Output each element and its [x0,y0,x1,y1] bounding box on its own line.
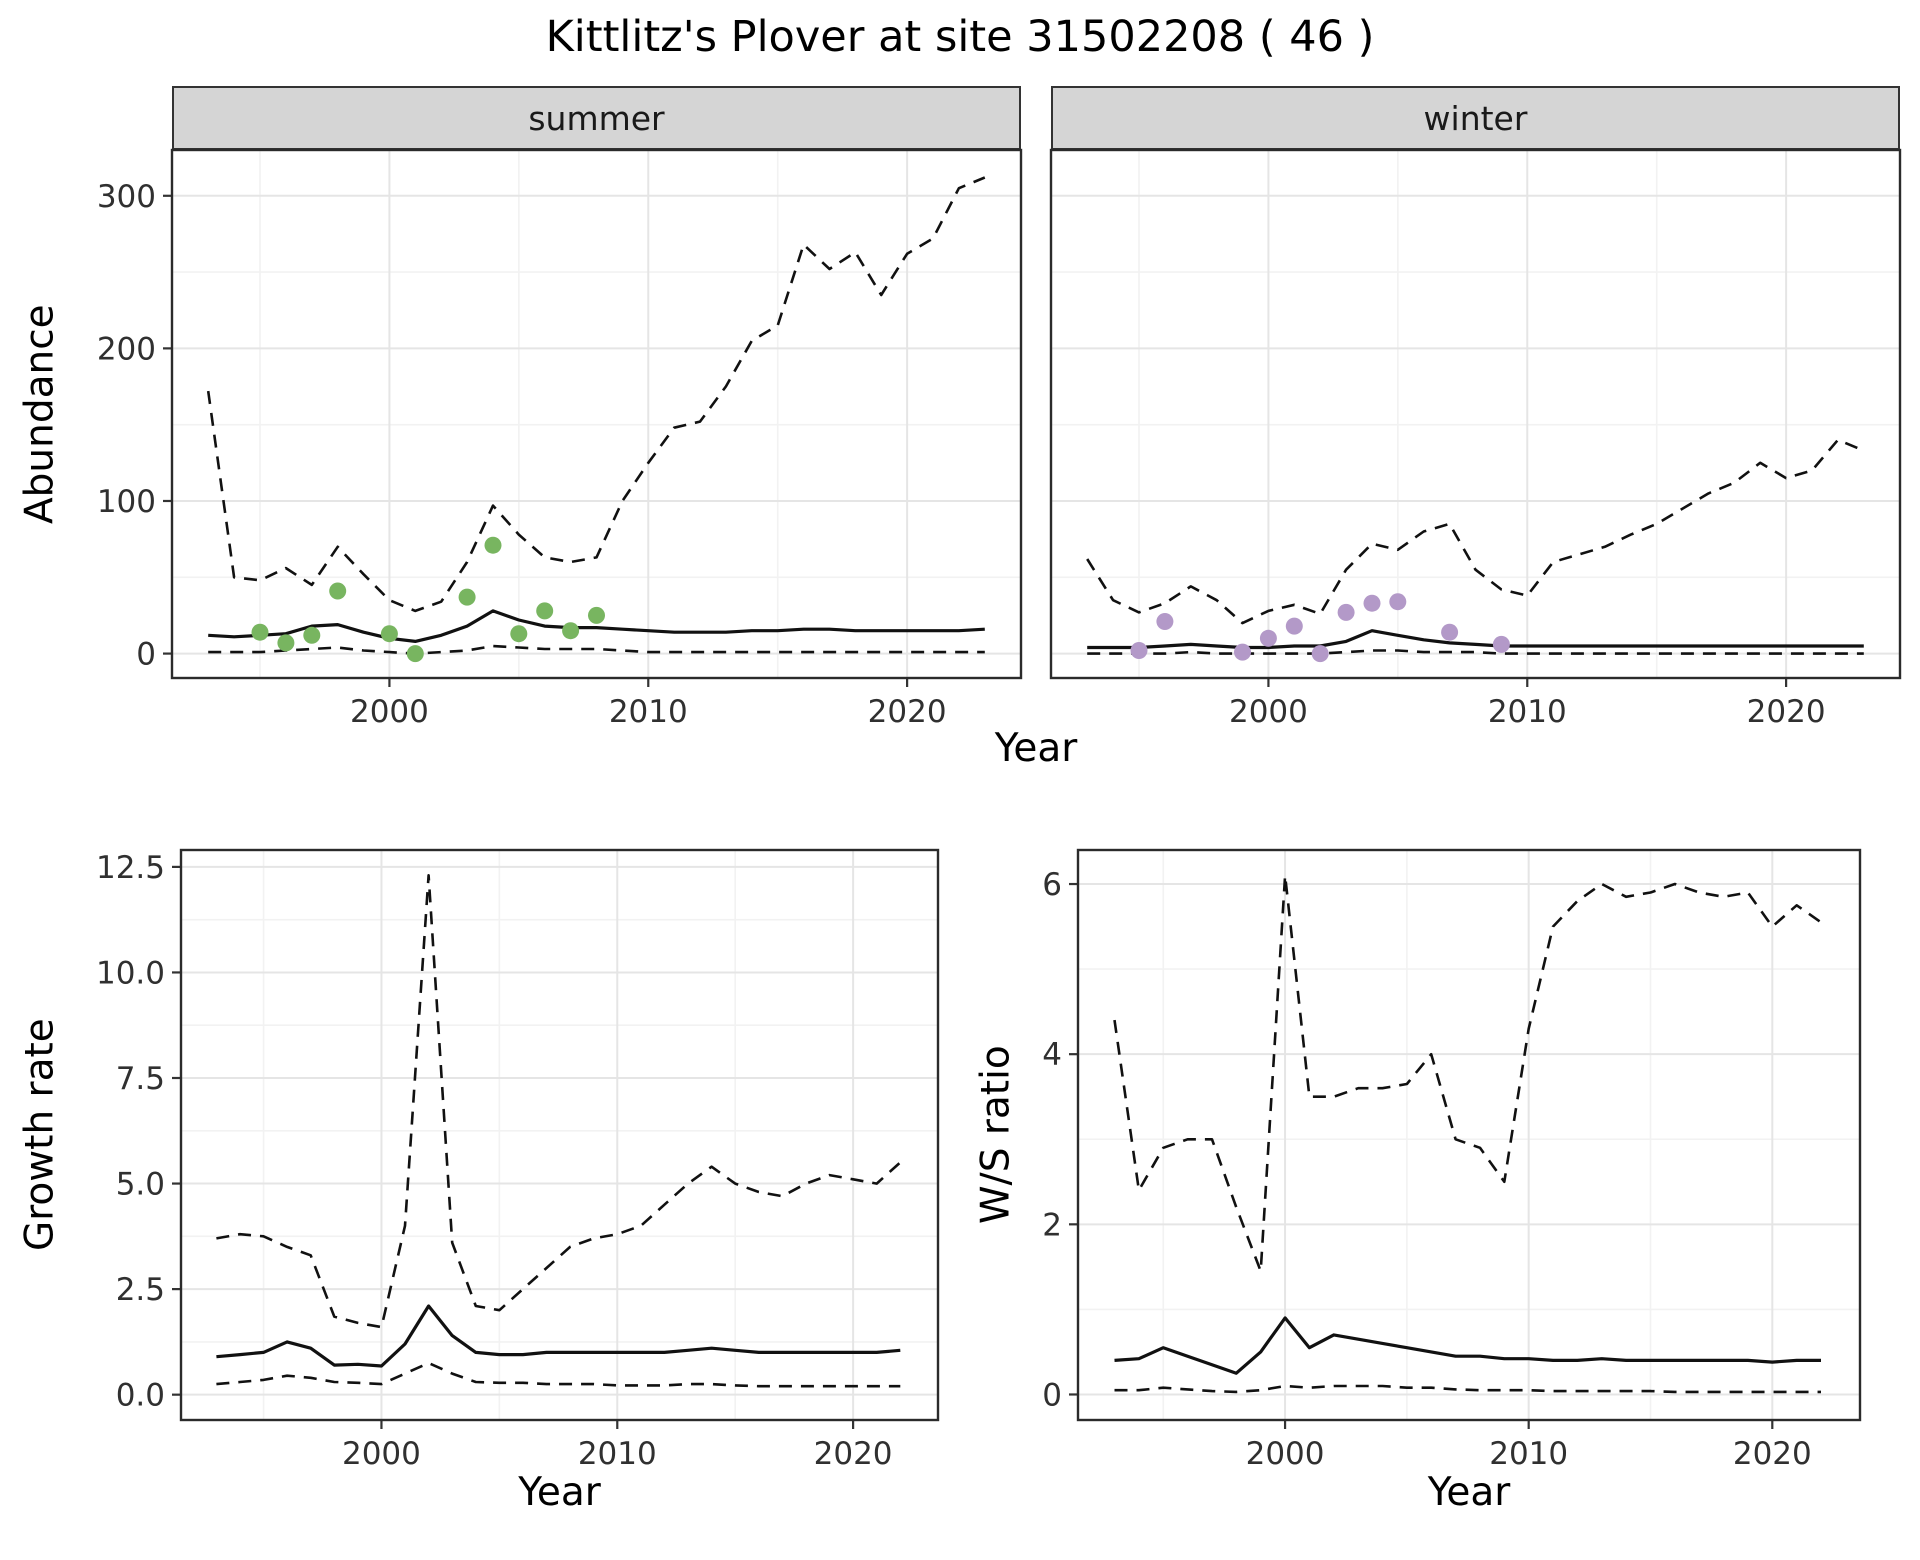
abundance-winter-plot: 2000 2010 2020 [1049,148,1902,730]
abundance-summer-plot: 2000 2010 2020 0 100 200 300 [97,148,1023,730]
x-axis-title-year-ws: Year [1427,1470,1511,1515]
x-axis-title-year-top: Year [994,726,1078,771]
svg-text:2020: 2020 [1733,1436,1812,1472]
svg-text:2020: 2020 [814,1436,893,1472]
svg-text:200: 200 [97,331,156,367]
y-axis-title-abundance: Abundance [17,304,63,524]
x-axis-title-year-growth: Year [518,1470,601,1515]
y-axis-title-ws-ratio: W/S ratio [973,1045,1019,1225]
svg-text:300: 300 [97,179,156,215]
svg-text:2.5: 2.5 [116,1272,165,1308]
svg-text:10.0: 10.0 [96,955,165,991]
svg-text:2000: 2000 [342,1436,421,1472]
chart-title: Kittlitz's Plover at site 31502208 ( 46 … [545,12,1375,62]
y-axis-title-growth-rate: Growth rate [17,1018,63,1252]
facet-label-summer: summer [528,98,665,138]
growth-rate-plot: 2000 2010 2020 0.0 2.5 5.0 7.5 10.0 12.5 [96,848,940,1472]
svg-text:2000: 2000 [1246,1436,1325,1472]
facet-label-winter: winter [1423,98,1528,138]
svg-text:7.5: 7.5 [116,1061,165,1097]
ws-ratio-plot: 2000 2010 2020 0 2 4 6 [1042,848,1862,1472]
svg-text:5.0: 5.0 [116,1167,165,1203]
svg-text:100: 100 [97,484,156,520]
svg-text:2020: 2020 [1747,694,1826,730]
svg-text:0: 0 [136,637,156,673]
svg-text:12.5: 12.5 [96,850,165,886]
svg-text:0: 0 [1042,1377,1062,1413]
facet-strip-winter: winter [1051,86,1900,150]
svg-text:2010: 2010 [1488,694,1567,730]
svg-text:4: 4 [1042,1037,1062,1073]
facet-strip-summer: summer [172,86,1021,150]
svg-text:2000: 2000 [350,694,429,730]
svg-text:6: 6 [1042,867,1062,903]
svg-text:2000: 2000 [1229,694,1308,730]
svg-text:2020: 2020 [868,694,947,730]
svg-text:2010: 2010 [609,694,688,730]
svg-text:2: 2 [1042,1207,1062,1243]
svg-text:2010: 2010 [1489,1436,1568,1472]
svg-text:0.0: 0.0 [116,1378,165,1414]
svg-text:2010: 2010 [578,1436,657,1472]
